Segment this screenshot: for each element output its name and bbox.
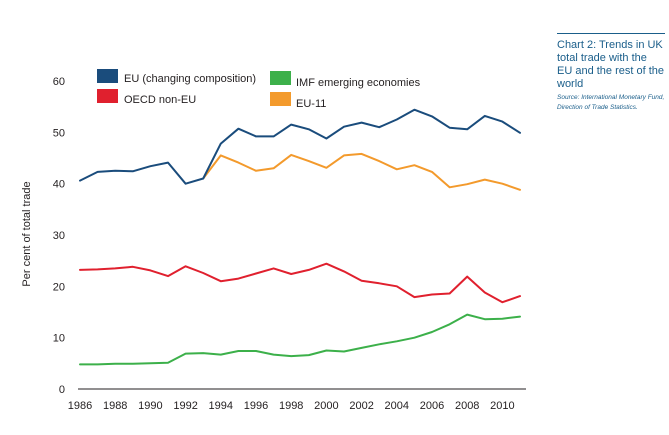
y-ticks: 0 10 20 30 40 50 60 xyxy=(53,76,65,396)
x-tick-label: 1994 xyxy=(209,400,233,412)
series-line-imf-emerging-economies xyxy=(79,313,521,366)
legend-swatch xyxy=(97,89,118,103)
legend: EU (changing composition) OECD non-EU IMF … xyxy=(97,69,421,110)
legend-label: EU-11 xyxy=(296,98,326,110)
y-tick-label: 60 xyxy=(53,76,65,88)
legend-swatch xyxy=(270,92,291,106)
x-tick-label: 2008 xyxy=(455,400,479,412)
x-tick-label: 2010 xyxy=(490,400,514,412)
x-tick-label: 2006 xyxy=(420,400,444,412)
chart-caption: Chart 2: Trends in UK total trade with t… xyxy=(557,33,665,113)
y-tick-label: 0 xyxy=(59,384,65,396)
y-tick-label: 20 xyxy=(53,281,65,293)
legend-label: OECD non-EU xyxy=(124,94,196,106)
x-tick-label: 1992 xyxy=(173,400,197,412)
x-tick-label: 1988 xyxy=(103,400,127,412)
y-tick-label: 50 xyxy=(53,127,65,139)
x-tick-label: 1996 xyxy=(244,400,268,412)
y-tick-label: 30 xyxy=(53,230,65,242)
series-line-oecd-non-eu xyxy=(79,262,521,304)
legend-label: EU (changing composition) xyxy=(124,73,256,85)
x-ticks: 1986 1988 1990 1992 1994 1996 1998 2000 2002 2004… xyxy=(68,400,515,412)
series-line-eu-11 xyxy=(202,152,521,191)
series-line-eu-changing-composition xyxy=(79,108,521,185)
x-tick-label: 2002 xyxy=(349,400,373,412)
legend-swatch xyxy=(270,71,291,85)
x-tick-label: 1998 xyxy=(279,400,303,412)
series-lines xyxy=(79,108,521,366)
x-tick-label: 1986 xyxy=(68,400,92,412)
y-tick-label: 40 xyxy=(53,179,65,191)
x-tick-label: 1990 xyxy=(138,400,162,412)
legend-label: IMF emerging economies xyxy=(296,77,421,89)
y-tick-label: 10 xyxy=(53,333,65,345)
x-tick-label: 2004 xyxy=(385,400,409,412)
chart-title: Chart 2: Trends in UK total trade with t… xyxy=(557,39,665,90)
chart-source: Source: International Monetary Fund, Dir… xyxy=(557,94,665,111)
x-tick-label: 2000 xyxy=(314,400,338,412)
y-axis-label: Per cent of total trade xyxy=(21,181,33,286)
legend-swatch xyxy=(97,69,118,83)
